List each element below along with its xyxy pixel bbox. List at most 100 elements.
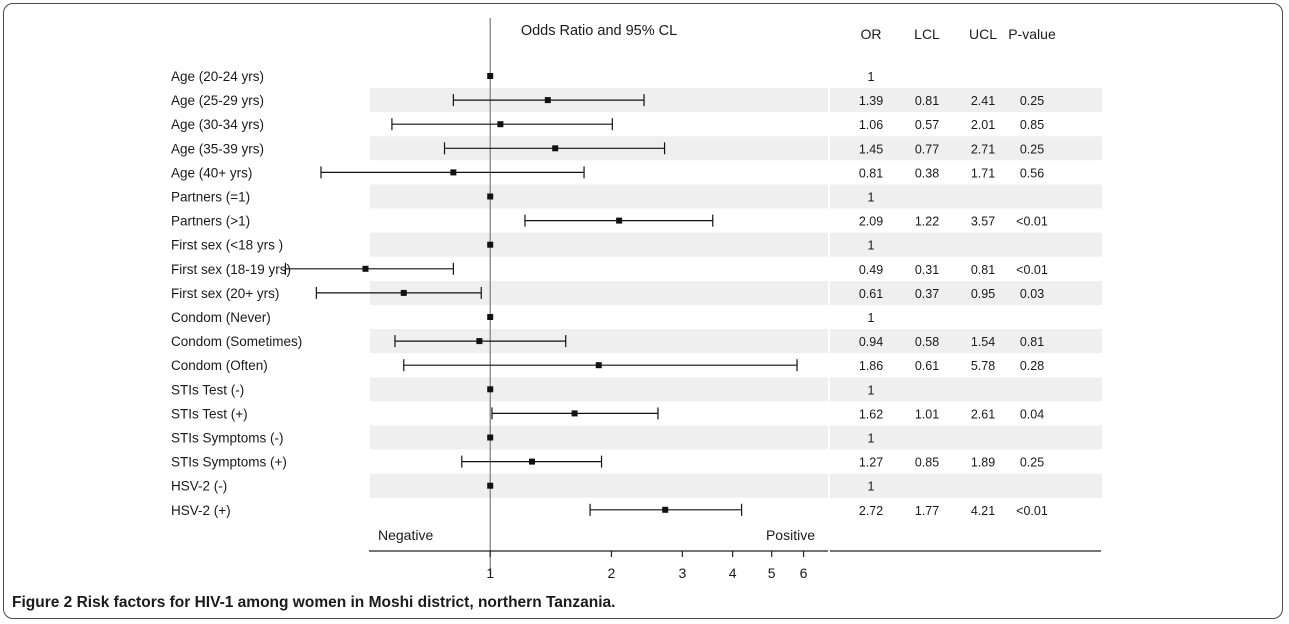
p-value: 0.81 [1020,335,1044,349]
ucl-value: 5.78 [971,359,995,373]
or-value: 1.86 [859,359,883,373]
ucl-value: 2.01 [971,118,995,132]
or-marker [616,217,623,224]
p-value: <0.01 [1016,504,1048,518]
or-marker [571,410,578,417]
or-marker [400,289,407,296]
ucl-value: 3.57 [971,215,995,229]
row-label: Age (40+ yrs) [171,165,252,180]
row-label: Age (20-24 yrs) [171,69,264,84]
x-tick-label: 4 [729,565,737,581]
column-header: UCL [969,26,997,42]
table-row-stripe [830,88,1102,113]
or-value: 1.62 [859,407,883,421]
p-value: <0.01 [1016,215,1048,229]
row-label: First sex (<18 yrs ) [171,238,283,253]
column-header: LCL [914,26,940,42]
row-label: First sex (18-19 yrs) [171,262,291,277]
positive-label: Positive [766,527,815,543]
column-header: P-value [1008,26,1056,42]
p-value: 0.85 [1020,118,1044,132]
x-tick-label: 3 [678,565,686,581]
plot-row-stripe [370,232,828,257]
or-marker [487,482,494,489]
or-value: 1 [868,191,875,205]
lcl-value: 1.77 [915,504,939,518]
row-label: Condom (Sometimes) [171,334,302,349]
row-label: First sex (20+ yrs) [171,286,279,301]
or-value: 0.49 [859,263,883,277]
or-value: 1 [868,432,875,446]
p-value: 0.25 [1020,142,1044,156]
or-marker [476,338,483,345]
or-value: 1 [868,480,875,494]
or-value: 0.61 [859,287,883,301]
row-label: STIs Test (-) [171,382,244,397]
or-value: 1.06 [859,118,883,132]
x-tick-label: 5 [768,565,776,581]
ucl-value: 0.95 [971,287,995,301]
lcl-value: 0.85 [915,456,939,470]
plot-row-stripe [370,473,828,498]
lcl-value: 0.31 [915,263,939,277]
p-value: 0.04 [1020,407,1044,421]
row-label: STIs Symptoms (-) [171,431,284,446]
table-row-stripe [830,280,1102,305]
row-label: Partners (>1) [171,214,250,229]
or-marker [595,362,602,369]
or-value: 1 [868,239,875,253]
or-marker [487,314,494,320]
chart-title: Odds Ratio and 95% CL [521,23,677,39]
row-label: Age (30-34 yrs) [171,117,264,132]
or-value: 1.27 [859,456,883,470]
or-marker [487,241,494,248]
plot-row-stripe [370,184,828,209]
p-value: <0.01 [1016,263,1048,277]
or-value: 1.39 [859,94,883,108]
or-marker [487,434,494,441]
ucl-value: 2.61 [971,407,995,421]
or-marker [497,121,504,128]
or-value: 0.81 [859,166,883,180]
row-label: Condom (Never) [171,310,271,325]
table-row-stripe [830,232,1102,257]
row-label: HSV-2 (-) [171,479,227,494]
row-label: HSV-2 (+) [171,503,231,518]
row-label: STIs Symptoms (+) [171,455,287,470]
caption-label: Figure 2 [12,594,73,611]
or-marker [487,73,494,79]
table-row-stripe [830,425,1102,450]
or-marker [487,193,494,200]
or-value: 2.72 [859,504,883,518]
plot-row-stripe [370,425,828,450]
x-tick-label: 1 [486,565,494,581]
ucl-value: 2.71 [971,142,995,156]
ucl-value: 0.81 [971,263,995,277]
or-value: 0.94 [859,335,883,349]
x-tick-label: 6 [800,565,808,581]
lcl-value: 1.22 [915,215,939,229]
or-marker [552,145,559,152]
figure-caption: Figure 2 Risk factors for HIV-1 among wo… [12,594,615,612]
table-row-stripe [830,377,1102,402]
or-value: 1 [868,383,875,397]
row-label: Condom (Often) [171,358,268,373]
lcl-value: 0.58 [915,335,939,349]
column-header: OR [861,26,882,42]
ucl-value: 1.54 [971,335,995,349]
table-row-stripe [830,184,1102,209]
or-marker [662,506,669,513]
lcl-value: 0.61 [915,359,939,373]
p-value: 0.25 [1020,456,1044,470]
caption-text: Risk factors for HIV-1 among women in Mo… [76,594,616,611]
p-value: 0.03 [1020,287,1044,301]
lcl-value: 0.38 [915,166,939,180]
or-marker [362,265,369,272]
or-marker [529,458,536,465]
table-row-stripe [830,473,1102,498]
table-row-stripe [830,136,1102,161]
ucl-value: 4.21 [971,504,995,518]
row-label: STIs Test (+) [171,406,248,421]
row-label: Partners (=1) [171,190,250,205]
